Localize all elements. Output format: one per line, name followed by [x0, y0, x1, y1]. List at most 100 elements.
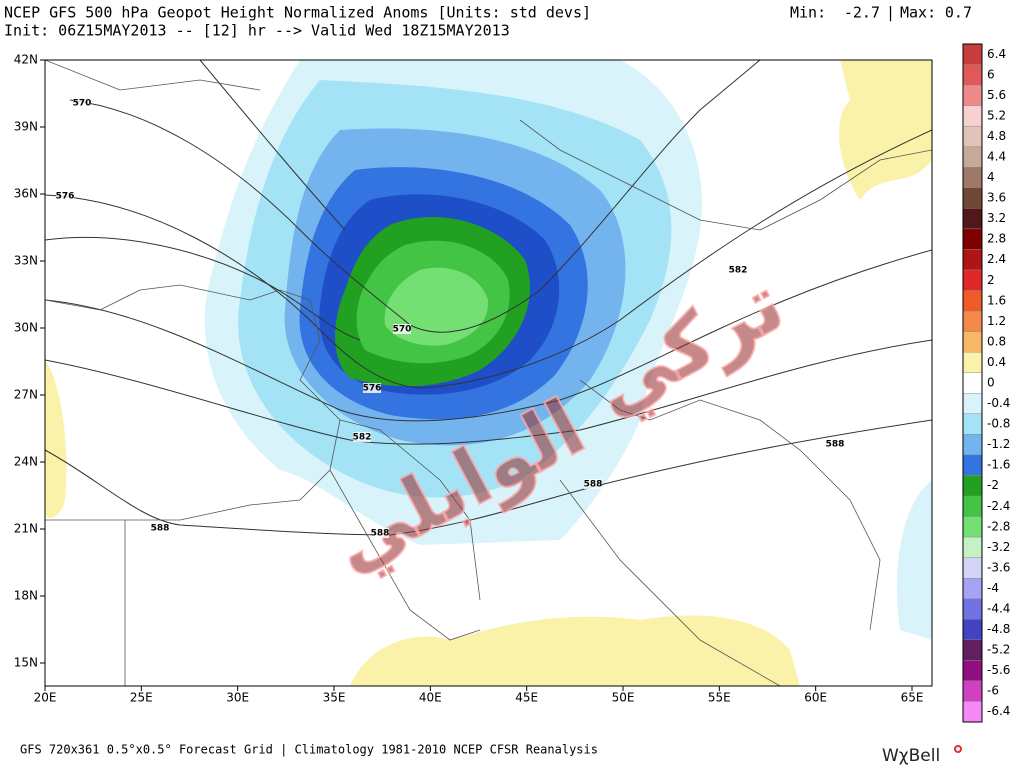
lat-label: 39N: [14, 120, 38, 134]
lon-label: 55E: [708, 691, 731, 705]
colorbar-swatch: [962, 619, 983, 641]
colorbar-label: -0.8: [987, 417, 1010, 431]
contour-label: 582: [729, 266, 748, 276]
colorbar-swatch: [962, 639, 983, 661]
colorbar-swatch: [962, 680, 983, 702]
logo-dot: [954, 745, 962, 753]
colorbar-label: 5.2: [987, 108, 1006, 122]
colorbar-swatch: [962, 167, 983, 189]
contour-label: 588: [371, 529, 390, 539]
colorbar-label: -0.4: [987, 396, 1010, 410]
colorbar-swatch: [962, 249, 983, 271]
colorbar-swatch: [962, 536, 983, 558]
contour-label: 576: [363, 384, 382, 394]
colorbar-swatch: [962, 413, 983, 435]
contour-label-bg: [371, 528, 389, 538]
lon-label: 20E: [34, 691, 57, 705]
contour-label-bg: [353, 432, 371, 442]
colorbar-label: 4.8: [987, 129, 1006, 143]
colorbar-swatch: [962, 43, 983, 65]
colorbar-label: 2: [987, 273, 995, 287]
lat-label: 27N: [14, 388, 38, 402]
colorbar-label: 4: [987, 170, 995, 184]
min-label: Min:: [790, 4, 826, 22]
colorbar-label: 0: [987, 376, 995, 390]
colorbar-label: -2: [987, 478, 999, 492]
colorbar-label: -5.6: [987, 663, 1010, 677]
map-area: تركي الوابلي 570576570576582582588588588…: [45, 60, 932, 686]
lon-label: 50E: [612, 691, 635, 705]
contour-label: 582: [353, 433, 372, 443]
colorbar-label: 6.4: [987, 47, 1006, 61]
lon-label: 30E: [226, 691, 249, 705]
colorbar-label: -5.2: [987, 643, 1010, 657]
lon-label: 40E: [419, 691, 442, 705]
colorbar-swatch: [962, 290, 983, 312]
min-value: -2.7: [844, 4, 880, 22]
contour-label: 588: [151, 524, 170, 534]
contour-label-bg: [393, 324, 411, 334]
colorbar-label: 0.8: [987, 334, 1006, 348]
contour-label-bg: [363, 383, 381, 393]
colorbar-swatch: [962, 475, 983, 497]
colorbar-swatch: [962, 660, 983, 682]
colorbar-label: -4.8: [987, 622, 1010, 636]
colorbar-label: 4.4: [987, 150, 1006, 164]
logo: WχBell: [882, 746, 940, 766]
colorbar-swatch: [962, 495, 983, 517]
contour-label-bg: [56, 191, 74, 201]
contour-label: 576: [56, 192, 75, 202]
colorbar-label: -1.2: [987, 437, 1010, 451]
colorbar-label: -4: [987, 581, 999, 595]
colorbar-swatch: [962, 310, 983, 332]
colorbar-label: 6: [987, 67, 995, 81]
colorbar-label: -3.2: [987, 540, 1010, 554]
colorbar-label: -1.6: [987, 458, 1010, 472]
colorbar-swatch: [962, 516, 983, 538]
colorbar-label: 3.2: [987, 211, 1006, 225]
colorbar-label: -6: [987, 684, 999, 698]
contour-label: 588: [826, 440, 845, 450]
colorbar-frame: [962, 43, 983, 723]
contour-label-bg: [826, 439, 844, 449]
subtitle: Init: 06Z15MAY2013 -- [12] hr --> Valid …: [4, 22, 510, 40]
colorbar-label: 0.4: [987, 355, 1006, 369]
colorbar-swatch: [962, 557, 983, 579]
colorbar-swatch: [962, 351, 983, 373]
lat-label: 18N: [14, 589, 38, 603]
colorbar-swatch: [962, 331, 983, 353]
colorbar-swatch: [962, 701, 983, 723]
contour-label-bg: [73, 98, 91, 108]
lon-label: 25E: [130, 691, 153, 705]
lon-label: 65E: [901, 691, 924, 705]
colorbar-swatch: [962, 187, 983, 209]
colorbar-label: 2.8: [987, 232, 1006, 246]
colorbar-swatch: [962, 84, 983, 106]
colorbar-swatch: [962, 577, 983, 599]
colorbar-swatch: [962, 598, 983, 620]
colorbar-swatch: [962, 105, 983, 127]
colorbar-label: -3.6: [987, 560, 1010, 574]
max-label: Max:: [900, 4, 936, 22]
contour-label: 588: [584, 480, 603, 490]
lat-label: 30N: [14, 321, 38, 335]
lat-label: 24N: [14, 455, 38, 469]
footer: GFS 720x361 0.5°x0.5° Forecast Grid | Cl…: [20, 743, 598, 757]
contour-label: 570: [393, 325, 412, 335]
colorbar-label: -2.8: [987, 519, 1010, 533]
colorbar-label: 1.2: [987, 314, 1006, 328]
colorbar-label: -6.4: [987, 704, 1010, 718]
contour-label-bg: [729, 265, 747, 275]
colorbar-swatch: [962, 208, 983, 230]
colorbar-label: 2.4: [987, 252, 1006, 266]
lat-label: 21N: [14, 522, 38, 536]
lat-label: 15N: [14, 656, 38, 670]
contour-label: 570: [73, 99, 92, 109]
colorbar-swatch: [962, 434, 983, 456]
contour-label-bg: [151, 523, 169, 533]
colorbar-label: -2.4: [987, 499, 1010, 513]
colorbar-label: -4.4: [987, 602, 1010, 616]
colorbar-swatch: [962, 64, 983, 86]
colorbar-label: 1.6: [987, 293, 1006, 307]
